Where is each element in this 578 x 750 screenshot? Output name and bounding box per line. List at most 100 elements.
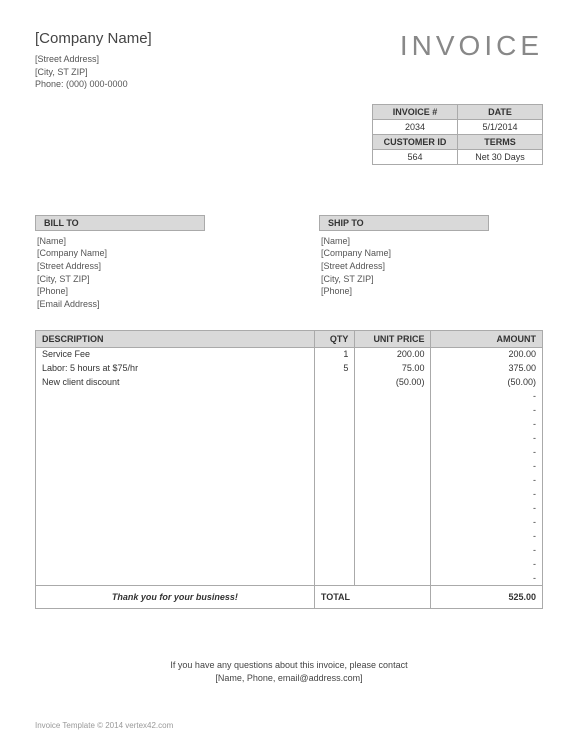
item-desc <box>36 488 315 502</box>
item-qty <box>314 530 355 544</box>
item-qty <box>314 544 355 558</box>
meta-date-label: DATE <box>458 104 543 119</box>
item-qty <box>314 432 355 446</box>
item-row: - <box>36 530 543 544</box>
item-desc <box>36 474 315 488</box>
item-price <box>355 572 431 586</box>
item-desc: New client discount <box>36 376 315 390</box>
item-amount: - <box>431 558 543 572</box>
item-row: - <box>36 558 543 572</box>
bill-to-street: [Street Address] <box>35 260 259 273</box>
item-qty <box>314 516 355 530</box>
item-amount: 200.00 <box>431 348 543 362</box>
item-row: Service Fee1200.00200.00 <box>36 348 543 362</box>
items-table: DESCRIPTION QTY UNIT PRICE AMOUNT Servic… <box>35 330 543 609</box>
invoice-meta-table: INVOICE # DATE 2034 5/1/2014 CUSTOMER ID… <box>372 104 543 165</box>
item-desc <box>36 460 315 474</box>
col-description: DESCRIPTION <box>36 331 315 348</box>
item-desc <box>36 446 315 460</box>
total-value: 525.00 <box>431 586 543 609</box>
item-price <box>355 404 431 418</box>
footer-message: If you have any questions about this inv… <box>35 659 543 684</box>
item-qty <box>314 572 355 586</box>
item-price <box>355 418 431 432</box>
item-row: Labor: 5 hours at $75/hr575.00375.00 <box>36 362 543 376</box>
item-desc <box>36 558 315 572</box>
item-amount: - <box>431 390 543 404</box>
bill-to-block: BILL TO [Name] [Company Name] [Street Ad… <box>35 215 259 311</box>
item-amount: - <box>431 418 543 432</box>
item-amount: - <box>431 530 543 544</box>
item-row: - <box>36 390 543 404</box>
item-price <box>355 432 431 446</box>
header: [Company Name] [Street Address] [City, S… <box>35 30 543 91</box>
meta-date: 5/1/2014 <box>458 119 543 134</box>
ship-to-block: SHIP TO [Name] [Company Name] [Street Ad… <box>319 215 543 311</box>
item-amount: - <box>431 502 543 516</box>
item-qty <box>314 474 355 488</box>
item-amount: - <box>431 474 543 488</box>
total-label: TOTAL <box>314 586 431 609</box>
meta-invoice-num: 2034 <box>373 119 458 134</box>
item-price <box>355 460 431 474</box>
col-qty: QTY <box>314 331 355 348</box>
item-desc <box>36 544 315 558</box>
meta-invoice-num-label: INVOICE # <box>373 104 458 119</box>
item-amount: - <box>431 572 543 586</box>
bill-to-name: [Name] <box>35 235 259 248</box>
item-desc <box>36 404 315 418</box>
item-qty <box>314 488 355 502</box>
item-row: - <box>36 446 543 460</box>
item-amount: - <box>431 488 543 502</box>
item-price <box>355 516 431 530</box>
item-amount: - <box>431 460 543 474</box>
item-desc <box>36 418 315 432</box>
item-desc <box>36 390 315 404</box>
item-row: - <box>36 544 543 558</box>
item-qty <box>314 502 355 516</box>
ship-to-name: [Name] <box>319 235 543 248</box>
bill-to-city: [City, ST ZIP] <box>35 273 259 286</box>
item-price <box>355 502 431 516</box>
company-phone: Phone: (000) 000-0000 <box>35 78 152 91</box>
bill-to-header: BILL TO <box>35 215 205 231</box>
item-price <box>355 446 431 460</box>
item-qty <box>314 558 355 572</box>
ship-to-street: [Street Address] <box>319 260 543 273</box>
company-name: [Company Name] <box>35 30 152 47</box>
item-amount: (50.00) <box>431 376 543 390</box>
meta-customer-id-label: CUSTOMER ID <box>373 134 458 149</box>
company-block: [Company Name] [Street Address] [City, S… <box>35 30 152 91</box>
item-qty: 5 <box>314 362 355 376</box>
meta-terms: Net 30 Days <box>458 149 543 164</box>
item-qty <box>314 390 355 404</box>
item-desc <box>36 530 315 544</box>
item-desc <box>36 432 315 446</box>
ship-to-city: [City, ST ZIP] <box>319 273 543 286</box>
item-price <box>355 530 431 544</box>
total-row: Thank you for your business! TOTAL 525.0… <box>36 586 543 609</box>
col-amount: AMOUNT <box>431 331 543 348</box>
footer-line2: [Name, Phone, email@address.com] <box>35 672 543 685</box>
item-qty <box>314 404 355 418</box>
item-qty: 1 <box>314 348 355 362</box>
bill-to-phone: [Phone] <box>35 285 259 298</box>
item-desc <box>36 572 315 586</box>
bill-to-company: [Company Name] <box>35 247 259 260</box>
company-city: [City, ST ZIP] <box>35 66 152 79</box>
item-price <box>355 488 431 502</box>
item-price: 200.00 <box>355 348 431 362</box>
item-desc <box>36 516 315 530</box>
item-amount: - <box>431 432 543 446</box>
item-amount: - <box>431 446 543 460</box>
item-price <box>355 558 431 572</box>
item-row: - <box>36 572 543 586</box>
copyright: Invoice Template © 2014 vertex42.com <box>35 721 173 730</box>
item-qty <box>314 446 355 460</box>
ship-to-company: [Company Name] <box>319 247 543 260</box>
item-price <box>355 474 431 488</box>
item-amount: - <box>431 516 543 530</box>
item-qty <box>314 460 355 474</box>
ship-to-phone: [Phone] <box>319 285 543 298</box>
bill-to-email: [Email Address] <box>35 298 259 311</box>
